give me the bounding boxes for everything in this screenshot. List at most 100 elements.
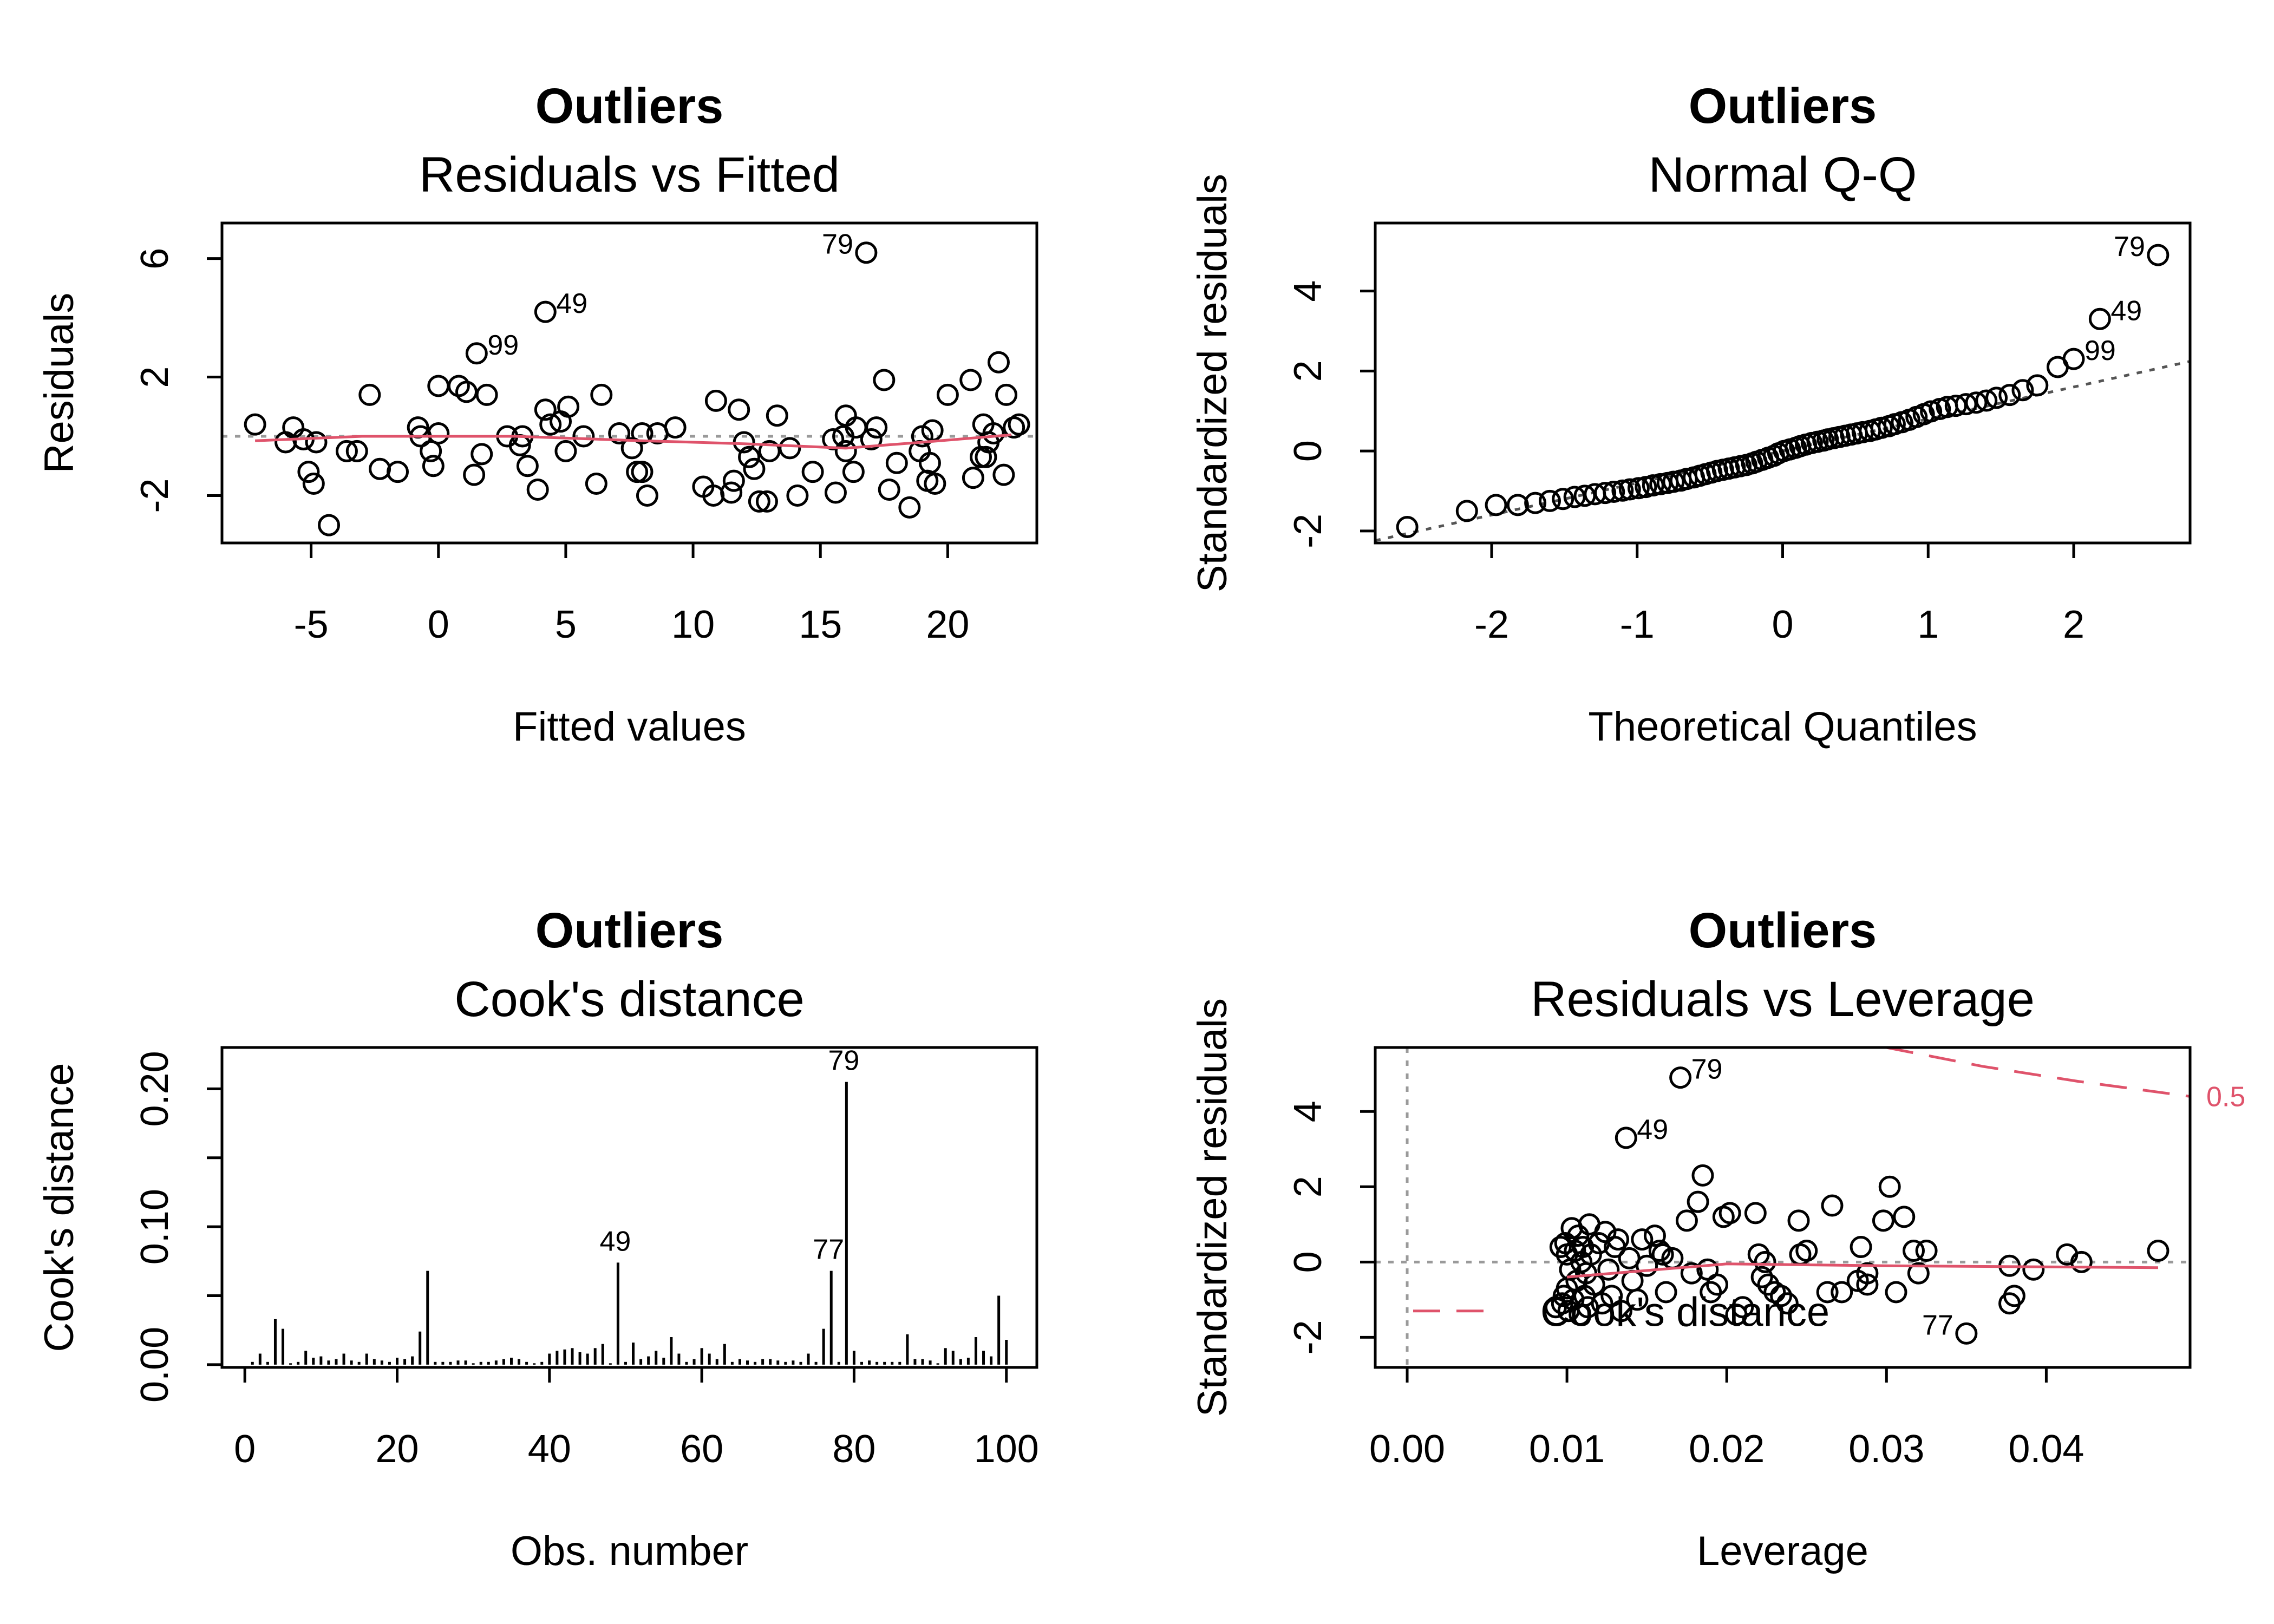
- x-tick-label: 100: [974, 1427, 1039, 1471]
- x-tick-label: 0: [1772, 603, 1793, 646]
- data-point: [1893, 1206, 1916, 1228]
- smoother-line: [1566, 1262, 2159, 1279]
- data-point: [936, 383, 959, 406]
- data-point: [302, 473, 325, 495]
- data-point: [636, 484, 658, 507]
- data-point: [1643, 1224, 1666, 1247]
- data-point: [982, 422, 1005, 445]
- cooks-legend-label: Cook's distance: [1540, 1289, 1829, 1335]
- data-point: [1611, 479, 1634, 502]
- x-tick-label: 20: [375, 1427, 419, 1471]
- observation-label: 99: [487, 330, 519, 361]
- data-point: [335, 440, 358, 462]
- observation-label: 99: [2084, 335, 2116, 366]
- y-tick-label: 2: [1286, 360, 1330, 382]
- data-point: [590, 383, 613, 406]
- y-tick-label: 0: [1286, 1251, 1330, 1273]
- y-tick-label: 0.20: [133, 1051, 177, 1127]
- data-point: [987, 351, 1010, 374]
- data-point: [728, 398, 750, 421]
- data-point: [475, 383, 498, 406]
- normal-qq-panel: Outliers Normal Q-Q Theoretical Quantiles S…: [1190, 78, 2192, 750]
- data-point: [664, 416, 687, 439]
- y-tick-label: -2: [133, 478, 177, 513]
- data-point: [2062, 348, 2085, 370]
- axis-ticks: [1360, 1110, 2048, 1383]
- x-tick-label: 0.02: [1689, 1427, 1765, 1471]
- data-point: [1770, 1285, 1793, 1307]
- data-point: [427, 422, 450, 445]
- plot-frame: [220, 1046, 1038, 1369]
- data-point: [608, 422, 631, 445]
- data-point: [1669, 1066, 1692, 1089]
- data-point: [554, 440, 577, 462]
- data-point: [842, 461, 865, 483]
- x-axis-label: Obs. number: [511, 1528, 748, 1574]
- data-point: [1731, 1296, 1754, 1319]
- data-point: [1579, 1243, 1602, 1266]
- data-point: [572, 425, 595, 448]
- data-point: [1718, 1202, 1741, 1224]
- data-point: [1549, 1236, 1572, 1259]
- data-point: [465, 342, 488, 365]
- observation-label: 77: [1922, 1309, 1953, 1341]
- data-point: [1610, 1300, 1632, 1322]
- data-point: [1856, 1273, 1879, 1296]
- data-point: [1795, 1239, 1818, 1262]
- x-tick-label: -2: [1474, 603, 1509, 646]
- data-point: [834, 440, 857, 462]
- plot-area: [222, 241, 1037, 536]
- y-tick-label: 4: [1286, 1101, 1330, 1122]
- cooks-contour-level-label: 0.5: [2206, 1081, 2245, 1112]
- data-point: [2147, 1239, 2170, 1262]
- data-point: [1975, 389, 1998, 412]
- y-tick-label: -2: [1286, 1320, 1330, 1354]
- observation-label: 49: [556, 288, 587, 319]
- data-point: [1572, 1236, 1595, 1259]
- data-point: [1687, 1190, 1709, 1213]
- data-point: [1757, 1273, 1780, 1296]
- y-tick-label: 4: [1286, 280, 1330, 302]
- x-tick-label: -1: [1620, 603, 1655, 646]
- data-point: [898, 496, 921, 519]
- data-point: [1552, 488, 1574, 510]
- data-point: [1615, 1127, 1637, 1149]
- y-tick-label: 0.00: [133, 1327, 177, 1403]
- data-point: [1816, 1281, 1839, 1304]
- data-point: [534, 300, 557, 323]
- x-tick-label: 0.03: [1848, 1427, 1924, 1471]
- data-point: [1524, 492, 1547, 514]
- data-point: [865, 416, 888, 439]
- data-point: [2070, 1250, 2093, 1273]
- data-point: [1649, 473, 1672, 495]
- data-point: [1750, 1266, 1773, 1288]
- data-point: [1642, 474, 1664, 497]
- data-point: [1907, 1262, 1930, 1285]
- data-point: [1691, 1164, 1714, 1187]
- data-point: [1831, 1281, 1853, 1304]
- data-point: [1700, 1281, 1722, 1304]
- plot-frame: [220, 221, 1038, 545]
- observation-label: 79: [822, 229, 853, 260]
- observation-label: 49: [599, 1226, 631, 1257]
- data-point: [1744, 1202, 1767, 1224]
- data-point: [962, 467, 984, 489]
- residuals-vs-leverage-panel: Outliers Residuals vs Leverage Leverage Sta…: [1190, 903, 2245, 1574]
- data-point: [539, 413, 562, 436]
- data-point: [878, 479, 900, 501]
- observation-label: 79: [2114, 231, 2145, 263]
- data-point: [885, 451, 908, 474]
- data-point: [1915, 1239, 1938, 1262]
- data-point: [755, 490, 778, 513]
- x-tick-label: 10: [671, 603, 715, 646]
- data-point: [358, 383, 381, 406]
- x-tick-label: 0: [234, 1427, 256, 1471]
- x-tick-label: 0.01: [1529, 1427, 1605, 1471]
- data-point: [748, 490, 770, 513]
- plot-frame: [1374, 221, 2192, 545]
- x-tick-label: 0.04: [2008, 1427, 2084, 1471]
- x-tick-label: 20: [926, 603, 969, 646]
- data-point: [1603, 480, 1625, 503]
